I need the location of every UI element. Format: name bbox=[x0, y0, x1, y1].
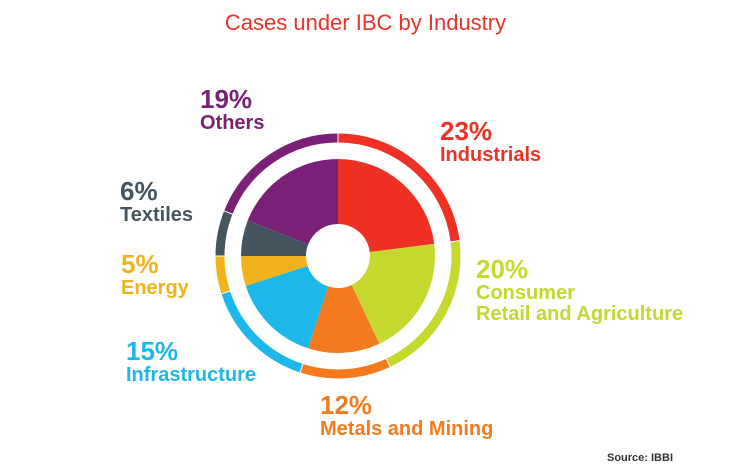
chart-title: Cases under IBC by Industry bbox=[224, 10, 507, 35]
label-metals-and-mining: 12% Metals and Mining bbox=[320, 390, 494, 441]
pct-label: 12% bbox=[320, 390, 373, 420]
slice-energy bbox=[241, 256, 308, 286]
category-label: Consumer bbox=[476, 282, 575, 305]
category-label: Retail and Agriculture bbox=[476, 303, 684, 326]
slice-textiles bbox=[241, 220, 309, 256]
slice-consumer-retail-and-agriculture bbox=[351, 243, 435, 344]
slice-infrastructure bbox=[245, 265, 329, 349]
slice-others bbox=[247, 159, 338, 245]
ring-segment-others bbox=[224, 133, 338, 214]
pct-label: 5% bbox=[121, 249, 159, 279]
category-label: Others bbox=[200, 112, 265, 135]
label-energy: 5% Energy bbox=[121, 249, 189, 300]
category-label: Textiles bbox=[120, 204, 193, 227]
label-industrials: 23% Industrials bbox=[440, 116, 542, 167]
pct-label: 20% bbox=[476, 254, 529, 284]
pct-label: 6% bbox=[120, 176, 158, 206]
slice-metals-and-mining bbox=[308, 284, 380, 353]
ring-segment-metals-and-mining bbox=[300, 358, 390, 379]
ring-segment-infrastructure bbox=[221, 291, 303, 373]
label-others: 19% Others bbox=[200, 84, 265, 135]
category-label: Metals and Mining bbox=[320, 418, 494, 441]
source-note: Source: IBBI bbox=[606, 452, 673, 464]
category-label: Energy bbox=[121, 277, 189, 300]
ring-segment-textiles bbox=[215, 211, 233, 256]
ring-segment-industrials bbox=[338, 133, 460, 242]
pct-label: 23% bbox=[440, 116, 493, 146]
pct-label: 19% bbox=[200, 84, 253, 114]
label-textiles: 6% Textiles bbox=[120, 176, 193, 227]
category-label: Industrials bbox=[440, 144, 542, 167]
ring-segment-consumer-retail-and-agriculture bbox=[386, 241, 461, 367]
label-consumer-retail-agriculture: 20% Consumer Retail and Agriculture bbox=[476, 254, 684, 326]
category-label: Infrastructure bbox=[126, 364, 257, 387]
label-infrastructure: 15% Infrastructure bbox=[126, 336, 257, 387]
slice-industrials bbox=[338, 159, 435, 252]
pct-label: 15% bbox=[126, 336, 179, 366]
ring-segment-energy bbox=[215, 256, 230, 294]
